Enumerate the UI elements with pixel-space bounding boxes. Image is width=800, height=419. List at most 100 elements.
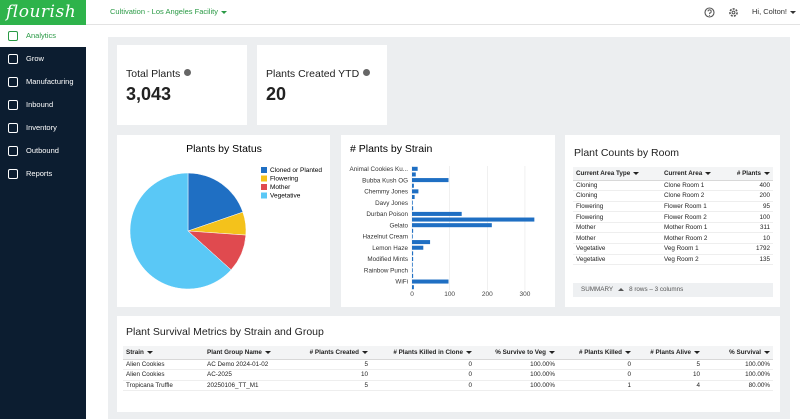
column-label: % Survival [729,348,761,356]
column-header[interactable]: # Plants Killed in Clone [371,346,475,360]
column-label: # Plants Killed [578,348,622,356]
legend-label: Cloned or Planted [270,167,322,174]
table-cell: Clone Room 1 [661,180,731,192]
column-header[interactable]: # Plants [731,167,773,181]
table-summary[interactable]: SUMMARY 8 rows – 3 columns [573,283,773,297]
room-table: Current Area Type Current Area # Plants Clo… [573,167,773,266]
x-tick-label: 100 [444,291,455,298]
kpi-label: Total Plants [126,68,181,80]
table-head: Current Area Type Current Area # Plants [573,167,773,181]
caret [618,287,625,291]
info-icon[interactable] [184,69,192,76]
table-cell: 5 [284,359,371,371]
pie-slice [129,172,232,290]
user-menu[interactable]: Hi, Colton! [752,7,797,16]
column-header[interactable]: % Survive to Veg [475,346,558,360]
nav-item[interactable]: Grow [0,48,86,70]
table-cell: Flowering [573,201,661,213]
table-cell: Tropicana Truffle [123,380,204,392]
facility-name: Cultivation - Los Angeles Facility [110,7,218,16]
column-header[interactable]: # Plants Alive [634,346,703,360]
column-header[interactable]: # Plants Killed [558,346,634,360]
table-cell: 10 [634,369,703,381]
table-cell: Mother Room 1 [661,222,731,234]
y-tick-label: Davy Jones [375,200,408,207]
sort-caret [705,171,712,175]
table-cell: 100.00% [703,369,773,381]
y-tick-label: Durban Poison [366,211,408,218]
sort-caret [146,350,153,354]
y-tick-label: Gelato [389,222,408,229]
survival-table: Strain Plant Group Name # Plants Created # … [123,346,773,392]
logo[interactable]: flourish [0,0,86,25]
table-head: Strain Plant Group Name # Plants Created # … [123,346,773,360]
kpi-label: Plants Created YTD [266,68,360,80]
settings-icon[interactable] [728,7,739,18]
facility-selector[interactable]: Cultivation - Los Angeles Facility [110,7,227,16]
table-card: Plant Counts by Room Current Area Type Cu… [565,135,780,307]
table-card: Plant Survival Metrics by Strain and Gro… [117,316,780,412]
table-cell: Mother [573,222,661,234]
chart-card: Plants by Status Cloned or Planted Flower… [117,135,330,307]
bar [412,200,413,205]
bar [412,245,424,250]
column-label: # Plants Created [309,348,359,356]
card-title: Plant Survival Metrics by Strain and Gro… [126,326,324,338]
sidebar: flourish Analytics Grow Manufacturing Inbou… [0,0,86,419]
header-row: Current Area Type Current Area # Plants [573,167,773,181]
table-cell: Clone Room 2 [661,190,731,202]
nav-item[interactable]: Inventory [0,117,86,139]
column-label: % Survive to Veg [495,348,546,356]
sort-caret [633,171,640,175]
legend-label: Mother [270,184,291,191]
header-row: Strain Plant Group Name # Plants Created # … [123,346,773,360]
nav-item[interactable]: Inbound [0,94,86,116]
legend-swatch [261,184,267,190]
table-cell: 100.00% [703,359,773,371]
nav-item[interactable]: Analytics [0,25,86,47]
column-label: # Plants [736,169,761,177]
legend-swatch [261,192,267,199]
table-cell: 0 [371,380,475,392]
bar [412,172,416,177]
sort-caret [466,350,472,354]
caret [790,10,797,14]
nav-label: Inbound [26,100,54,109]
nav-item[interactable]: Manufacturing [0,71,86,93]
column-header[interactable]: Current Area [661,167,731,181]
table-cell: Mother [573,232,661,245]
nav-label: Manufacturing [26,77,74,86]
nav-icon [8,146,18,156]
bar [412,285,414,290]
bar [412,279,449,284]
bar-chart: # Plants by Strain 0 100 200 300 Animal Cook… [350,143,535,298]
y-tick-label: Modified Mints [367,256,408,263]
chart-title: # Plants by Strain [350,143,432,155]
info-icon[interactable] [363,69,371,76]
table-row: Flowering Flower Room 2 100 [573,211,773,223]
nav-item[interactable]: Reports [0,163,86,185]
column-header[interactable]: # Plants Created [284,346,371,360]
kpi-value: 3,043 [126,84,172,104]
table-cell: 5 [634,359,703,371]
greeting: Hi, Colton! [752,7,788,16]
table-cell: Vegetative [573,254,661,266]
nav-icon [8,123,18,133]
column-label: # Plants Killed in Clone [393,348,463,356]
help-icon[interactable] [704,7,715,18]
table-cell: Cloning [573,190,661,202]
table-cell: 80.00% [703,380,773,392]
column-header[interactable]: % Survival [703,346,773,360]
column-header[interactable]: Plant Group Name [204,346,284,360]
sort-caret [764,171,770,175]
table-cell: 400 [731,180,773,192]
bar [412,194,415,200]
kpi-card: Total Plants 3,043 [117,45,247,125]
column-header[interactable]: Current Area Type [573,167,661,181]
column-header[interactable]: Strain [123,346,204,360]
nav-item[interactable]: Outbound [0,140,86,162]
legend-swatch [261,175,267,182]
nav-icon [8,77,18,87]
kpi-label-wrap: Total Plants [126,68,192,80]
legend-label: Vegetative [270,193,301,200]
